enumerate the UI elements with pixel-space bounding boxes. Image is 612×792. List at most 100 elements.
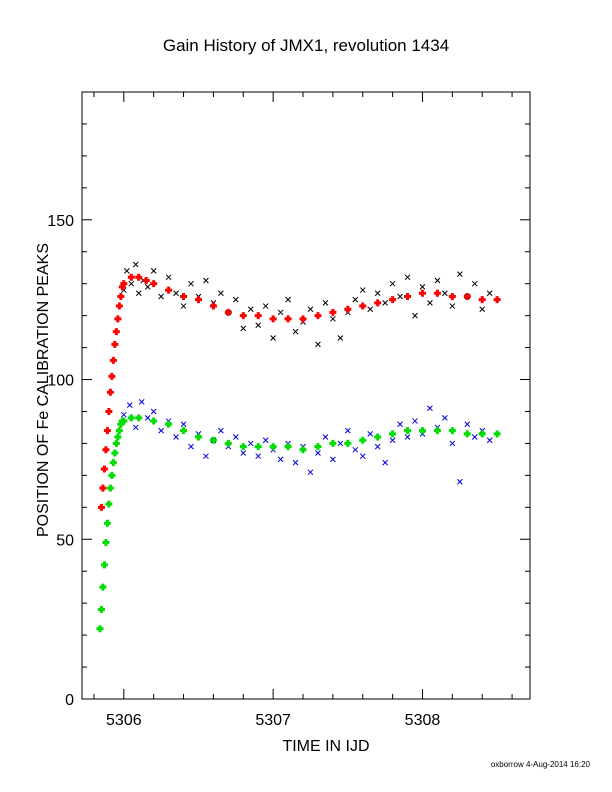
data-point-series-4 <box>96 625 104 633</box>
data-point-series-1 <box>434 277 441 284</box>
data-point-series-3 <box>142 276 150 284</box>
data-point-series-4 <box>493 430 501 438</box>
data-point-series-2 <box>397 421 403 428</box>
data-point-series-3 <box>299 315 307 323</box>
data-point-series-4 <box>418 427 426 435</box>
data-point-series-3 <box>224 308 232 316</box>
data-point-series-3 <box>269 315 277 323</box>
data-point-series-3 <box>105 407 113 415</box>
data-point-series-3 <box>97 503 105 511</box>
data-point-series-4 <box>359 436 367 444</box>
plot-frame <box>81 91 531 700</box>
data-point-series-2 <box>404 434 411 440</box>
data-point-series-4 <box>109 459 117 467</box>
data-point-series-1 <box>262 303 269 309</box>
data-point-series-3 <box>114 315 122 323</box>
y-axis-label: POSITION OF Fe CALIBRATION PEAKS <box>35 243 52 537</box>
data-point-series-2 <box>158 427 165 434</box>
data-point-series-2 <box>382 459 389 466</box>
data-point-series-1 <box>270 335 277 341</box>
x-tick-label: 5307 <box>255 712 291 729</box>
data-point-series-3 <box>100 465 108 473</box>
data-point-series-2 <box>292 459 299 466</box>
data-point-series-4 <box>448 427 456 435</box>
data-point-series-3 <box>135 273 143 281</box>
data-point-series-1 <box>123 268 130 274</box>
data-point-series-4 <box>100 561 108 569</box>
data-point-series-2 <box>126 402 133 408</box>
data-point-series-2 <box>471 434 478 440</box>
data-point-series-3 <box>359 302 367 310</box>
data-point-series-2 <box>330 456 336 463</box>
data-point-series-3 <box>180 292 188 300</box>
data-point-series-3 <box>433 289 441 297</box>
data-point-series-4 <box>404 427 412 435</box>
data-point-series-4 <box>433 427 441 435</box>
data-point-series-3 <box>329 308 337 316</box>
data-point-series-1 <box>404 274 411 281</box>
data-point-series-2 <box>247 440 254 447</box>
data-point-series-4 <box>239 443 247 451</box>
data-point-series-1 <box>285 296 291 303</box>
data-point-series-3 <box>99 484 107 492</box>
data-point-series-4 <box>374 433 382 441</box>
data-point-series-2 <box>120 411 127 418</box>
data-point-series-4 <box>329 439 337 447</box>
data-point-series-2 <box>203 453 209 460</box>
data-point-series-2 <box>427 405 433 412</box>
data-point-series-4 <box>284 443 292 451</box>
data-point-series-1 <box>427 299 433 306</box>
data-point-series-3 <box>120 280 128 288</box>
data-point-series-2 <box>262 437 269 444</box>
data-point-series-4 <box>115 427 123 435</box>
data-point-series-4 <box>389 430 397 438</box>
data-point-series-4 <box>112 439 120 447</box>
data-point-series-4 <box>269 443 277 451</box>
data-point-series-3 <box>103 427 111 435</box>
data-point-series-4 <box>150 417 158 425</box>
data-point-series-1 <box>389 280 396 287</box>
data-point-series-4 <box>299 446 307 454</box>
data-point-series-3 <box>478 296 486 304</box>
data-point-series-1 <box>203 277 209 284</box>
data-point-series-1 <box>419 284 426 290</box>
data-point-series-1 <box>382 299 389 306</box>
data-point-series-1 <box>471 280 478 287</box>
chart-title: Gain History of JMX1, revolution 1434 <box>162 36 450 55</box>
data-point-series-3 <box>463 292 471 300</box>
data-point-series-1 <box>180 303 187 309</box>
data-point-series-3 <box>448 292 456 300</box>
y-tick-label: 0 <box>65 692 74 709</box>
data-point-series-1 <box>449 303 456 309</box>
data-point-series-4 <box>344 439 352 447</box>
data-point-series-1 <box>479 306 486 313</box>
data-point-series-1 <box>165 274 172 281</box>
data-point-series-3 <box>106 388 114 396</box>
data-point-series-1 <box>240 325 247 332</box>
data-point-series-1 <box>150 268 157 274</box>
data-point-series-1 <box>412 312 418 319</box>
y-tick-label: 100 <box>47 373 74 390</box>
data-point-series-4 <box>135 414 143 422</box>
data-point-series-2 <box>322 434 329 440</box>
data-point-series-3 <box>239 312 247 320</box>
y-tick-label: 50 <box>56 532 74 549</box>
data-point-series-4 <box>97 606 105 614</box>
data-point-series-2 <box>144 415 151 421</box>
data-point-series-2 <box>150 408 157 415</box>
data-point-series-1 <box>292 328 299 335</box>
data-point-series-4 <box>478 430 486 438</box>
data-point-series-2 <box>464 421 471 428</box>
data-point-series-2 <box>486 437 493 444</box>
data-point-series-4 <box>180 427 188 435</box>
data-point-series-2 <box>138 399 145 405</box>
data-point-series-2 <box>218 427 224 434</box>
data-point-series-1 <box>456 271 463 277</box>
data-point-series-2 <box>180 421 187 428</box>
data-point-series-1 <box>144 284 151 290</box>
data-point-series-1 <box>307 306 314 313</box>
data-point-series-3 <box>389 296 397 304</box>
data-point-series-2 <box>449 440 456 447</box>
data-point-series-2 <box>240 450 247 456</box>
